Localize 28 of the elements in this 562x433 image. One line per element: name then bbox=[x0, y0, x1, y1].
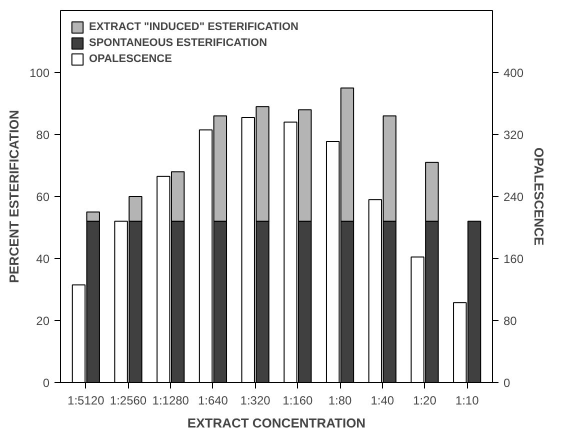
x-tick-label: 1:2560 bbox=[110, 394, 147, 408]
legend-label: OPALESCENCE bbox=[89, 53, 172, 65]
y2-tick-label: 320 bbox=[504, 128, 524, 142]
y-tick-label: 60 bbox=[36, 190, 50, 204]
y-tick-label: 40 bbox=[36, 252, 50, 266]
x-tick-label: 1:10 bbox=[455, 394, 480, 408]
y-tick-label: 80 bbox=[36, 128, 50, 142]
legend-label: SPONTANEOUS ESTERIFICATION bbox=[89, 37, 268, 49]
y2-tick-label: 80 bbox=[504, 314, 518, 328]
x-tick-label: 1:20 bbox=[413, 394, 437, 408]
y2-tick-label: 160 bbox=[504, 252, 524, 266]
y2-axis-title: OPALESCENCE bbox=[532, 148, 547, 246]
legend-label: EXTRACT "INDUCED" ESTERIFICATION bbox=[89, 21, 298, 33]
y-tick-label: 100 bbox=[29, 66, 50, 80]
y-tick-label: 20 bbox=[36, 314, 50, 328]
x-tick-label: 1:320 bbox=[240, 394, 271, 408]
x-tick-label: 1:40 bbox=[370, 394, 394, 408]
y2-tick-label: 0 bbox=[504, 376, 510, 390]
x-tick-label: 1:160 bbox=[282, 394, 314, 408]
y2-tick-label: 240 bbox=[504, 190, 524, 204]
y2-tick-label: 400 bbox=[504, 66, 524, 80]
x-axis-title: EXTRACT CONCENTRATION bbox=[187, 416, 366, 430]
x-tick-label: 1:1280 bbox=[152, 394, 190, 408]
x-tick-label: 1:640 bbox=[198, 394, 228, 408]
x-tick-label: 1:80 bbox=[328, 394, 352, 408]
y-tick-label: 0 bbox=[42, 376, 50, 390]
y-axis-title: PERCENT ESTERIFICATION bbox=[6, 110, 22, 284]
x-tick-label: 1:5120 bbox=[68, 394, 105, 408]
